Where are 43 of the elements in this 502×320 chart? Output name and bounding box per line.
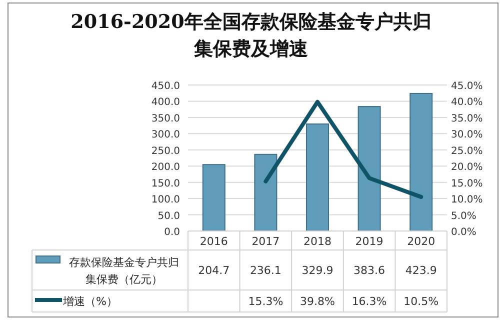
data-label: 39.8% [300, 295, 335, 308]
data-label: 236.1 [250, 264, 282, 277]
y-tick-label: 200.0 [151, 162, 180, 174]
y2-tick-label: 15.0% [451, 178, 483, 190]
y2-tick-label: 45.0% [451, 81, 483, 92]
y2-tick-label: 0.0% [451, 227, 476, 238]
bar [202, 164, 226, 232]
bar [254, 154, 278, 232]
data-label: 329.9 [302, 264, 334, 277]
x-tick-label: 2020 [407, 235, 436, 248]
x-tick-label: 2018 [304, 235, 332, 248]
y2-tick-label: 35.0% [451, 113, 483, 124]
data-label: 15.3% [248, 295, 284, 308]
y2-tick-label: 40.0% [451, 97, 483, 108]
legend-label: 增速（%） [62, 295, 118, 308]
y2-tick-label: 25.0% [451, 146, 483, 157]
y-tick-label: 450.0 [151, 81, 180, 92]
y-tick-label: 50.0 [158, 210, 180, 222]
y2-tick-label: 10.0% [451, 194, 483, 206]
x-tick-label: 2017 [252, 235, 280, 248]
y-tick-label: 350.0 [151, 113, 180, 124]
x-tick-label: 2016 [200, 235, 228, 248]
data-label: 204.7 [198, 264, 230, 277]
y2-tick-label: 5.0% [451, 210, 476, 222]
bar [358, 106, 381, 232]
data-label: 423.9 [405, 264, 437, 277]
legend-label: 存款保险基金专户共归集保费（亿元） [69, 256, 179, 286]
x-tick-label: 2019 [355, 235, 384, 248]
y-tick-label: 300.0 [151, 130, 180, 141]
title: 2016-2020年全国存款保险基金专户共归集保费及增速 [70, 11, 432, 60]
y-tick-label: 150.0 [151, 178, 180, 190]
y-tick-label: 100.0 [151, 194, 180, 206]
y2-tick-label: 30.0% [451, 130, 483, 141]
data-label: 16.3% [352, 295, 387, 308]
y-tick-label: 0.0 [164, 227, 180, 238]
data-label: 383.6 [354, 264, 386, 277]
data-label: 10.5% [404, 295, 439, 308]
bar [410, 92, 433, 232]
y-tick-label: 400.0 [151, 97, 180, 108]
line-series [264, 100, 424, 199]
y2-tick-label: 20.0% [451, 162, 483, 174]
y-tick-label: 250.0 [151, 146, 180, 157]
bar [306, 123, 329, 232]
